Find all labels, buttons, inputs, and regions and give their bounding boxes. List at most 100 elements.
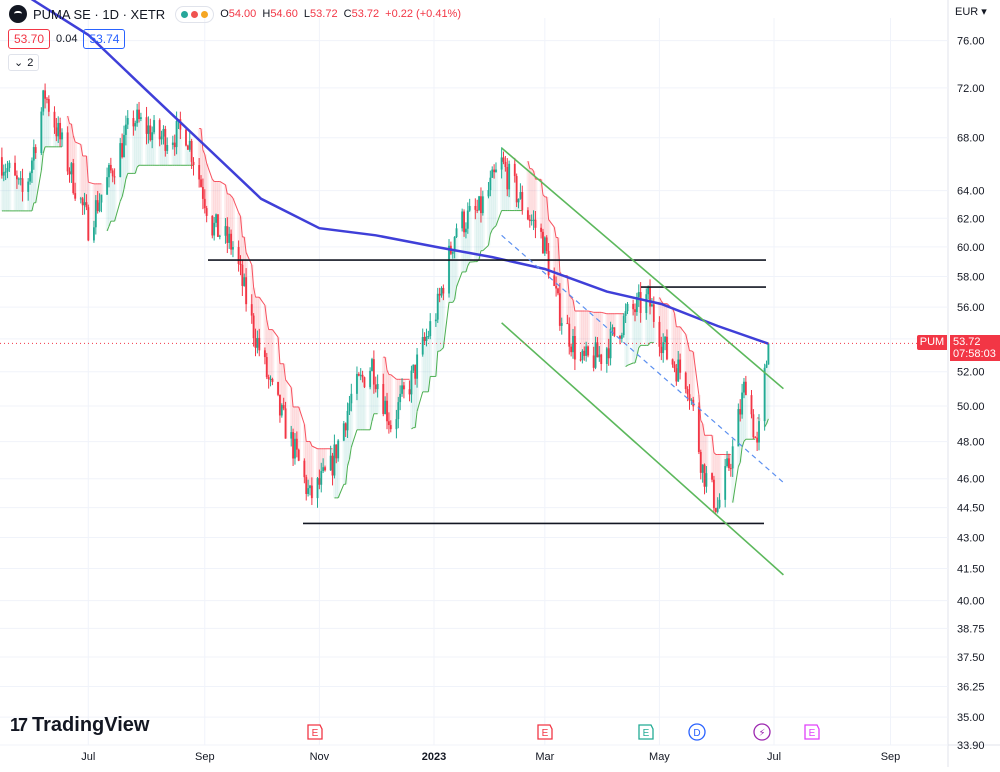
currency-label[interactable]: EUR ▾ [955,5,987,18]
candle-body [345,423,347,430]
candle-body [687,389,689,394]
candle-body [390,425,392,429]
time-tick-label: Jul [81,751,95,763]
candle-body [153,120,155,132]
event-marker-earnings[interactable]: E [538,725,552,739]
candle-body [16,175,18,179]
candle-body [330,456,332,471]
candle-body [429,321,431,336]
candle-body [119,143,121,177]
candle-body [514,164,516,176]
candle-body [724,466,726,500]
candle-body [516,176,518,202]
candle-body [232,247,234,250]
candle-body [347,411,349,430]
candle-body [672,359,674,364]
status-dots[interactable] [175,6,214,23]
candle-body [766,364,768,367]
candle-body [728,458,730,468]
tradingview-logo[interactable]: 17 TradingView [10,714,149,737]
candle-body [343,423,345,440]
event-marker-earnings[interactable]: E [308,725,322,739]
candle-body [495,170,497,173]
candle-body [689,394,691,400]
candle-body [758,421,760,442]
candle-body [535,220,537,228]
candle-body [74,193,76,199]
candle-body [349,403,351,411]
candle-body [745,382,747,395]
price-tick-label: 38.75 [957,623,985,635]
candle-body [1,157,3,175]
candle-body [164,129,166,151]
candle-body [258,338,260,350]
stop-fill-segment [495,170,498,226]
candle-body [271,379,273,382]
candle-body [585,346,587,355]
candle-body [176,121,178,147]
last-price-tag: 53.72 07:58:03 [950,335,1000,361]
stop-fill-segment [140,117,143,165]
candle-body [542,232,544,254]
candle-body [48,99,50,112]
candle-body [561,323,563,326]
event-marker-earnings[interactable]: E [639,725,653,739]
stop-fill-segment [218,181,221,235]
candle-body [101,195,103,203]
candle-body [283,405,285,408]
candle-body [623,316,625,335]
chevron-down-icon: ⌄ [14,56,23,69]
candle-body [320,471,322,485]
event-marker-letter: ⚡ [758,728,765,739]
candle-body [572,336,574,352]
candle-body [35,147,37,153]
symbol-title[interactable]: PUMA SE · 1D · XETR [33,7,165,22]
candle-body [8,163,10,168]
event-marker-split[interactable]: ⚡ [754,724,770,740]
candle-body [638,292,640,297]
candle-body [268,377,270,379]
trend-dashed-line [502,235,784,482]
candle-body [409,389,411,394]
open-value: 54.00 [229,8,257,20]
candle-body [503,157,505,161]
stop-line-segment [470,262,476,263]
candle-body [529,219,531,221]
candle-body [456,228,458,237]
candle-body [86,202,88,207]
candle-body [371,359,373,371]
candle-body [452,252,454,254]
event-marker-dividend[interactable]: D [689,724,705,740]
event-marker-letter: E [809,728,816,739]
candle-body [161,137,163,140]
candle-body [230,234,232,250]
candle-body [147,125,149,133]
candle-body [566,323,568,324]
price-tick-label: 43.00 [957,533,985,545]
candle-body [442,288,444,294]
candle-body [424,337,426,341]
candle-body [80,198,82,199]
bid-button[interactable]: 53.70 [8,29,50,49]
candle-body [751,395,753,414]
candle-body [211,216,213,236]
candle-body [61,132,63,139]
candle-body [132,118,134,126]
puma-logo-icon [9,5,27,23]
time-tick-label: Mar [535,751,554,763]
indicators-toggle[interactable]: ⌄ 2 [8,54,39,71]
candle-body [715,508,717,512]
price-tick-label: 62.00 [957,213,985,225]
candle-body [664,337,666,342]
candle-body [136,110,138,124]
candle-body [533,220,535,221]
candle-body [127,118,129,125]
ask-button[interactable]: 53.74 [83,29,125,49]
price-tick-label: 37.50 [957,652,985,664]
event-marker-earnings-upcoming[interactable]: E [805,725,819,739]
candle-body [660,347,662,353]
candle-body [506,167,508,189]
candle-body [311,486,313,499]
